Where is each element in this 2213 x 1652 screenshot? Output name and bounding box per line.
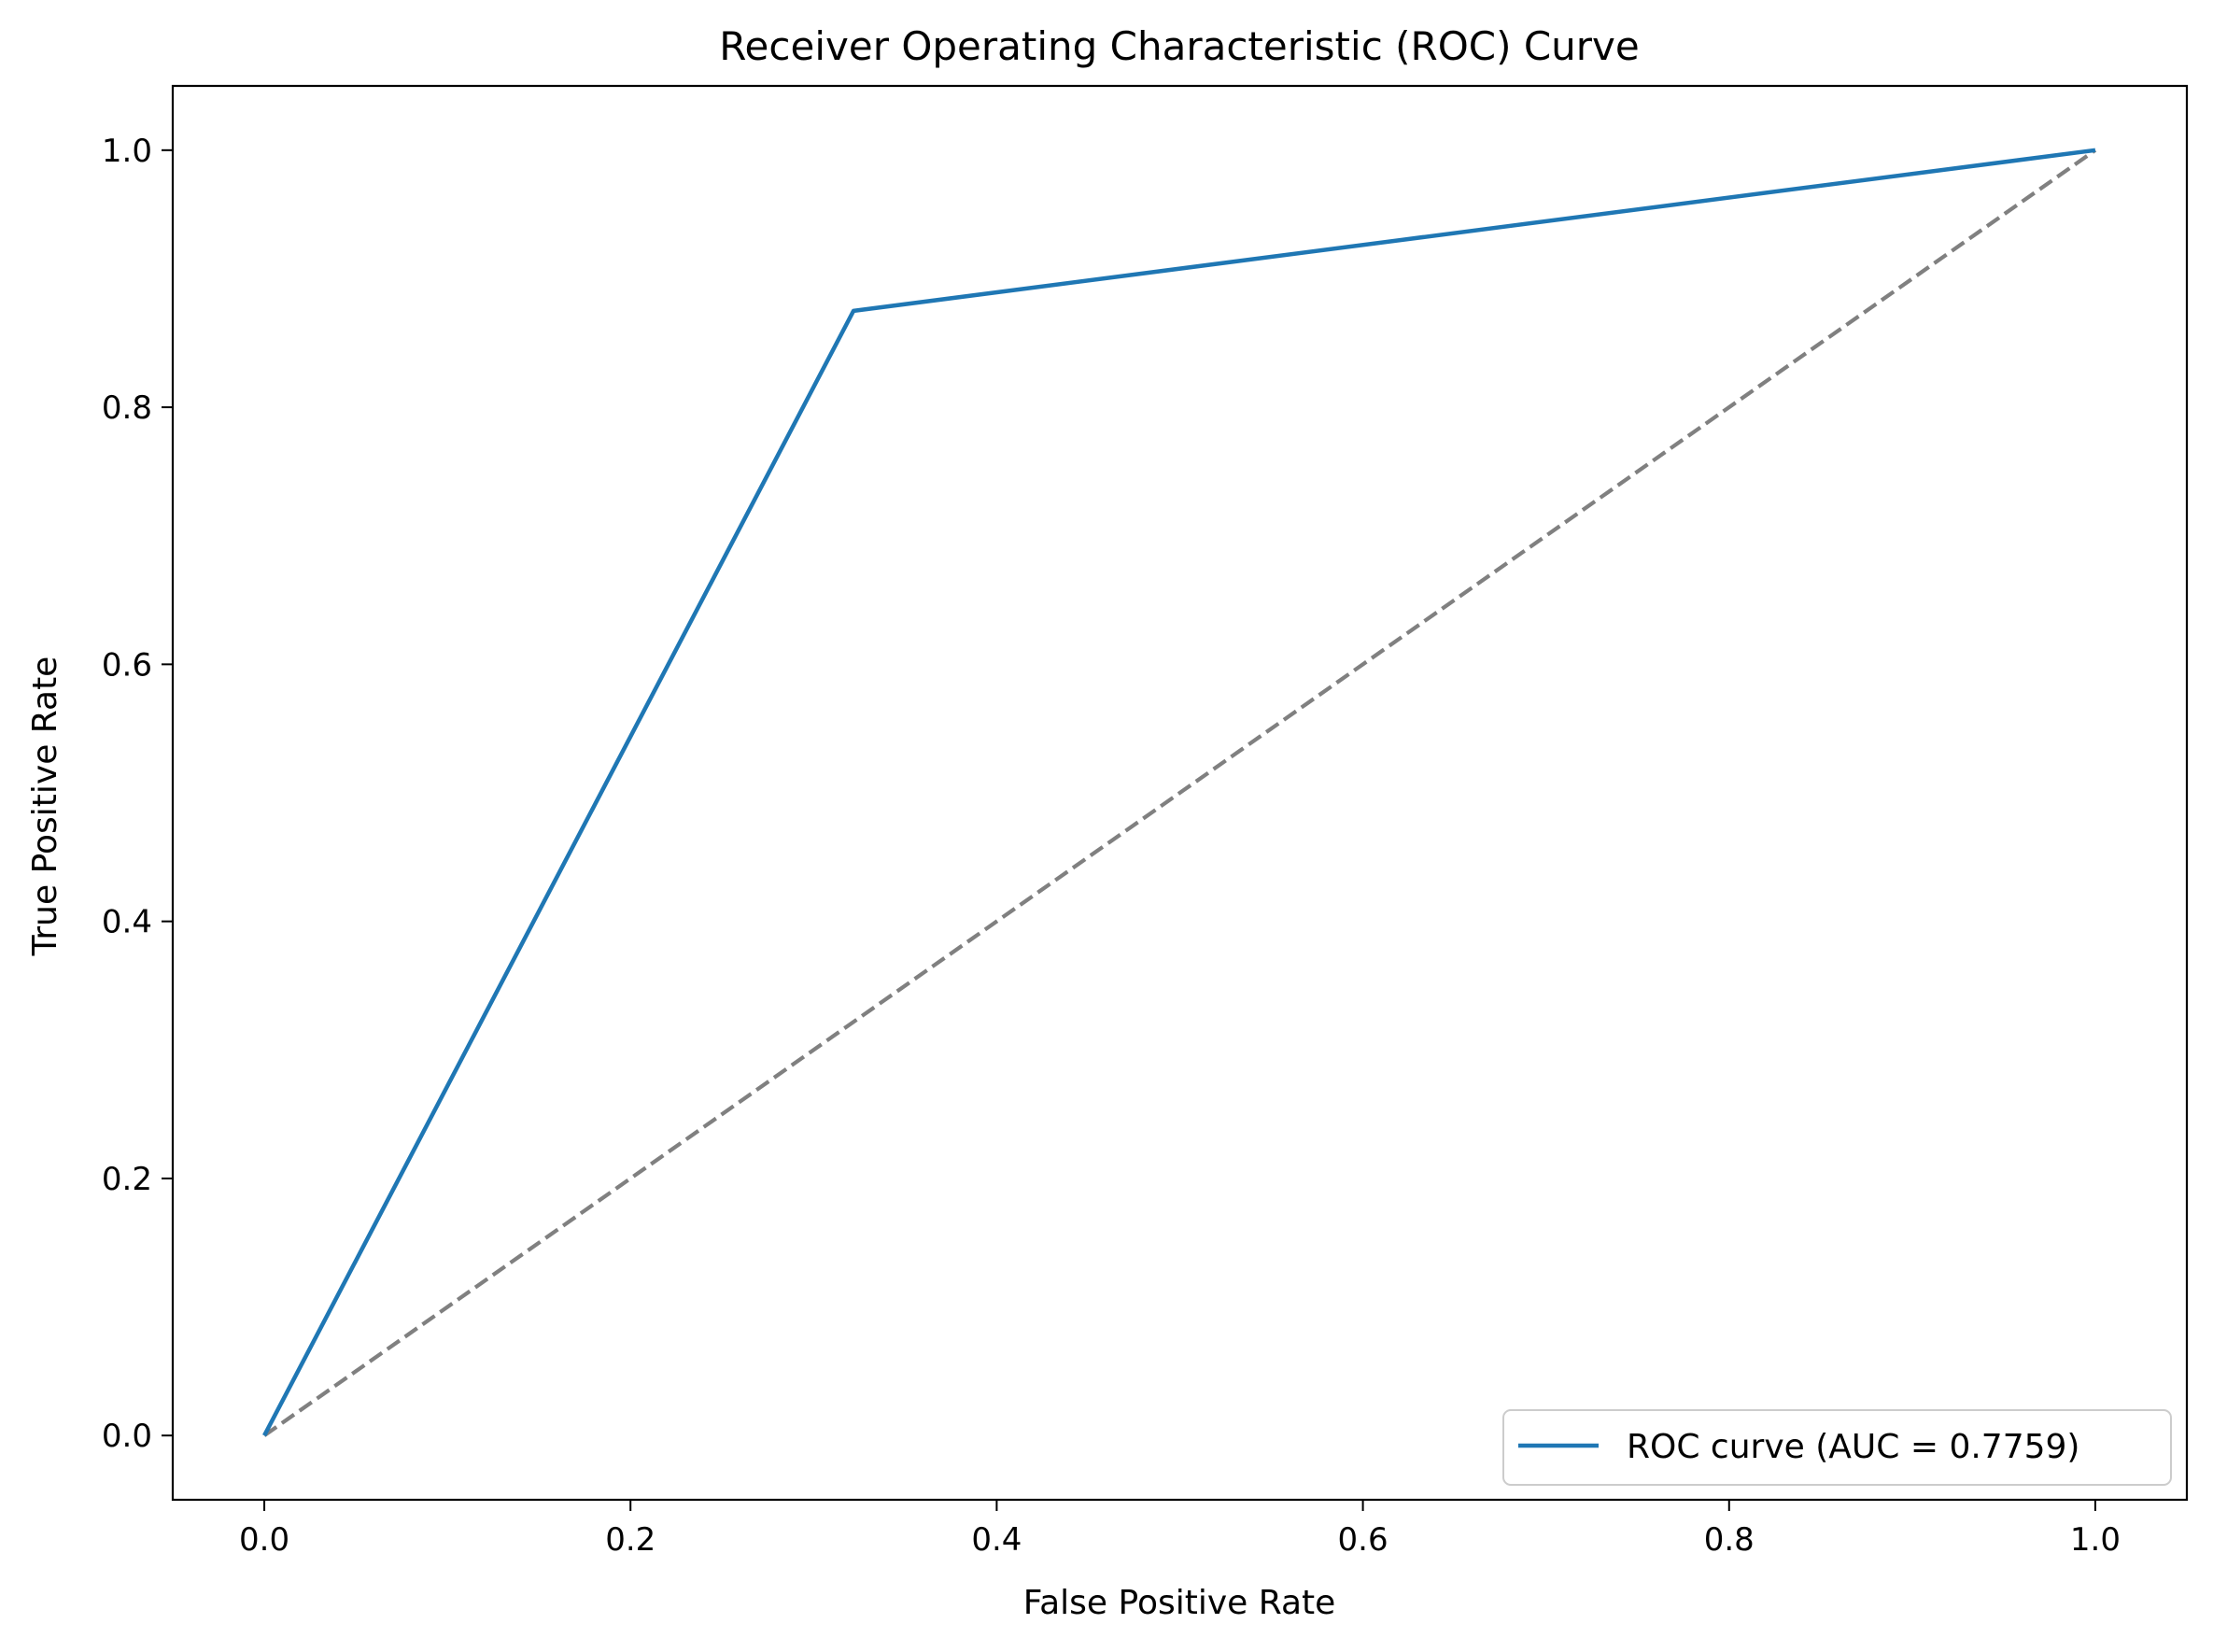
x-tick-label: 0.6: [1338, 1521, 1388, 1559]
axes: 0.0 0.2 0.4 0.6 0.8 1.0 0.0 0.2 0.4 0.6 0.8 1.0: [102, 84, 2189, 1559]
legend-label-roc: ROC curve (AUC = 0.7759): [1627, 1428, 2079, 1466]
legend: ROC curve (AUC = 0.7759): [1502, 1409, 2172, 1486]
y-tick-label: 0.0: [102, 1418, 152, 1455]
plot-area: [262, 148, 2097, 1437]
chance-diagonal-line: [262, 148, 2097, 1437]
chart-title: Receiver Operating Characteristic (ROC) …: [719, 23, 1639, 69]
y-tick-label: 0.6: [102, 646, 152, 684]
x-tick-label: 0.0: [239, 1521, 289, 1559]
y-tick-label: 1.0: [102, 133, 152, 170]
x-tick-label: 1.0: [2070, 1521, 2121, 1559]
y-tick-label: 0.8: [102, 389, 152, 427]
legend-box: [1502, 1409, 2172, 1486]
x-axis-title: False Positive Rate: [1023, 1584, 1336, 1622]
x-tick-label: 0.8: [1704, 1521, 1755, 1559]
axes-frame: [171, 84, 2189, 1502]
roc-curve-line: [262, 148, 2096, 1437]
y-axis-title: True Positive Rate: [26, 657, 64, 957]
y-tick-label: 0.2: [102, 1161, 152, 1198]
x-tick-label: 0.2: [605, 1521, 655, 1559]
x-tick-label: 0.4: [971, 1521, 1022, 1559]
y-tick-label: 0.4: [102, 904, 152, 941]
